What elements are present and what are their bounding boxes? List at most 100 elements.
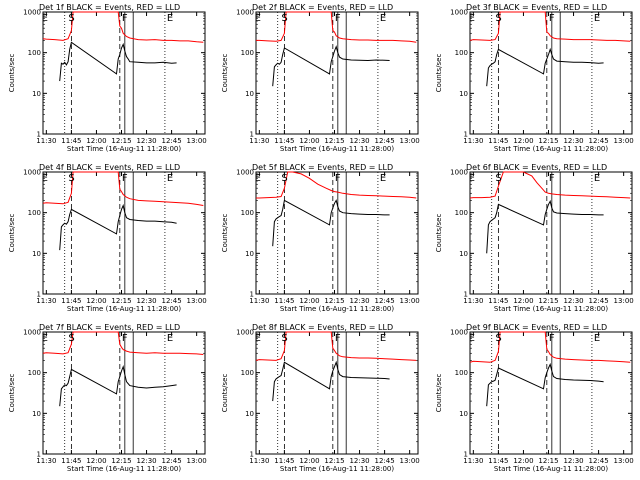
x-tick-label: 13:00 (400, 137, 420, 145)
plot-frame (469, 331, 633, 455)
panel-title: Det 2f BLACK = Events, RED = LLD (252, 3, 393, 12)
x-tick-label: 13:00 (187, 457, 207, 465)
x-tick-label: 12:45 (375, 457, 395, 465)
marker-label-e: E (594, 13, 600, 24)
events-series-line (59, 364, 177, 407)
x-tick-label: 12:00 (299, 137, 319, 145)
events-series-line (59, 41, 177, 82)
marker-label-s: S (281, 333, 287, 344)
x-axis-label: Start Time (16-Aug-11 11:28:00) (280, 305, 394, 313)
marker-label-f: F (549, 13, 555, 24)
panel-title: Det 1f BLACK = Events, RED = LLD (39, 3, 180, 12)
y-tick-label: 10 (459, 90, 468, 98)
x-tick-label: 11:45 (61, 457, 81, 465)
y-tick-label: 100 (28, 369, 41, 377)
y-tick-label: 1 (464, 451, 468, 459)
x-tick-label: 12:00 (86, 297, 106, 305)
x-tick-label: 11:30 (463, 297, 483, 305)
y-tick-label: 100 (28, 49, 41, 57)
panel-title: Det 8f BLACK = Events, RED = LLD (252, 323, 393, 332)
y-tick-label: 10 (459, 250, 468, 258)
panel-title: Det 5f BLACK = Events, RED = LLD (252, 163, 393, 172)
lld-series-line (469, 11, 631, 42)
marker-label-f: F (122, 173, 128, 184)
y-tick-label: 1000 (23, 169, 41, 177)
x-tick-label: 12:15 (111, 137, 131, 145)
marker-label-e: E (255, 13, 261, 24)
y-tick-label: 1 (250, 291, 254, 299)
y-axis-label: Counts/sec (435, 374, 443, 413)
y-tick-label: 1 (37, 131, 41, 139)
y-tick-label: 1 (464, 291, 468, 299)
marker-label-s: S (495, 333, 501, 344)
x-axis-label: Start Time (16-Aug-11 11:28:00) (67, 145, 181, 153)
x-axis-label: Start Time (16-Aug-11 11:28:00) (280, 145, 394, 153)
y-tick-label: 1000 (236, 169, 254, 177)
marker-label-s: S (281, 173, 287, 184)
x-tick-label: 12:15 (324, 137, 344, 145)
x-tick-label: 11:30 (463, 137, 483, 145)
y-axis-label: Counts/sec (435, 214, 443, 253)
y-tick-label: 100 (241, 209, 254, 217)
marker-label-e: E (594, 333, 600, 344)
y-axis-label: Counts/sec (221, 54, 229, 93)
x-tick-label: 12:30 (349, 457, 369, 465)
marker-label-e: E (469, 333, 475, 344)
panel-8: Det 8f BLACK = Events, RED = LLD 1 10 100 10… (221, 323, 420, 473)
y-tick-label: 1000 (450, 329, 468, 337)
x-axis-label: Start Time (16-Aug-11 11:28:00) (494, 145, 608, 153)
x-tick-label: 11:30 (463, 457, 483, 465)
panel-title: Det 3f BLACK = Events, RED = LLD (466, 3, 607, 12)
events-series-line (272, 360, 390, 402)
y-tick-label: 100 (241, 369, 254, 377)
panel-9: Det 9f BLACK = Events, RED = LLD 1 10 100 10… (435, 323, 634, 473)
lld-series-line (256, 171, 417, 199)
plot-frame (255, 331, 419, 455)
marker-label-s: S (281, 13, 287, 24)
x-tick-label: 12:15 (538, 297, 558, 305)
x-axis-label: Start Time (16-Aug-11 11:28:00) (67, 465, 181, 473)
marker-label-e: E (167, 333, 173, 344)
marker-label-s: S (68, 173, 74, 184)
x-tick-label: 11:45 (488, 297, 508, 305)
panel-1: Det 1f BLACK = Events, RED = LLD 1 10 100 10… (8, 3, 207, 153)
x-tick-label: 12:15 (538, 137, 558, 145)
plot-frame (469, 171, 633, 295)
marker-label-f: F (549, 333, 555, 344)
marker-label-e: E (42, 13, 48, 24)
x-tick-label: 11:30 (36, 457, 56, 465)
events-series-line (486, 199, 604, 254)
x-tick-label: 11:45 (488, 457, 508, 465)
marker-label-e: E (380, 333, 386, 344)
x-tick-label: 11:45 (61, 137, 81, 145)
y-tick-label: 1 (250, 131, 254, 139)
x-tick-label: 13:00 (187, 297, 207, 305)
x-tick-label: 12:00 (86, 457, 106, 465)
x-tick-label: 11:30 (36, 297, 56, 305)
x-tick-label: 11:45 (274, 137, 294, 145)
x-tick-label: 12:45 (162, 457, 182, 465)
x-tick-label: 12:00 (86, 137, 106, 145)
x-tick-label: 12:00 (513, 297, 533, 305)
marker-label-e: E (469, 173, 475, 184)
lld-series-line (42, 331, 204, 355)
x-tick-label: 13:00 (614, 137, 634, 145)
lld-series-line (256, 11, 417, 43)
x-tick-label: 12:00 (513, 137, 533, 145)
x-tick-label: 12:30 (136, 137, 156, 145)
panel-title: Det 4f BLACK = Events, RED = LLD (39, 163, 180, 172)
x-tick-label: 12:15 (324, 297, 344, 305)
x-tick-label: 13:00 (400, 297, 420, 305)
lld-series-line (42, 171, 204, 206)
panel-3: Det 3f BLACK = Events, RED = LLD 1 10 100 10… (435, 3, 634, 153)
y-tick-label: 100 (241, 49, 254, 57)
marker-label-f: F (335, 13, 341, 24)
lld-series-line (469, 171, 631, 199)
x-tick-label: 11:30 (249, 297, 269, 305)
x-tick-label: 12:30 (563, 457, 583, 465)
marker-label-e: E (42, 333, 48, 344)
marker-label-f: F (122, 13, 128, 24)
x-tick-label: 13:00 (614, 297, 634, 305)
x-tick-label: 12:45 (162, 297, 182, 305)
panel-5: Det 5f BLACK = Events, RED = LLD 1 10 100 10… (221, 163, 420, 313)
